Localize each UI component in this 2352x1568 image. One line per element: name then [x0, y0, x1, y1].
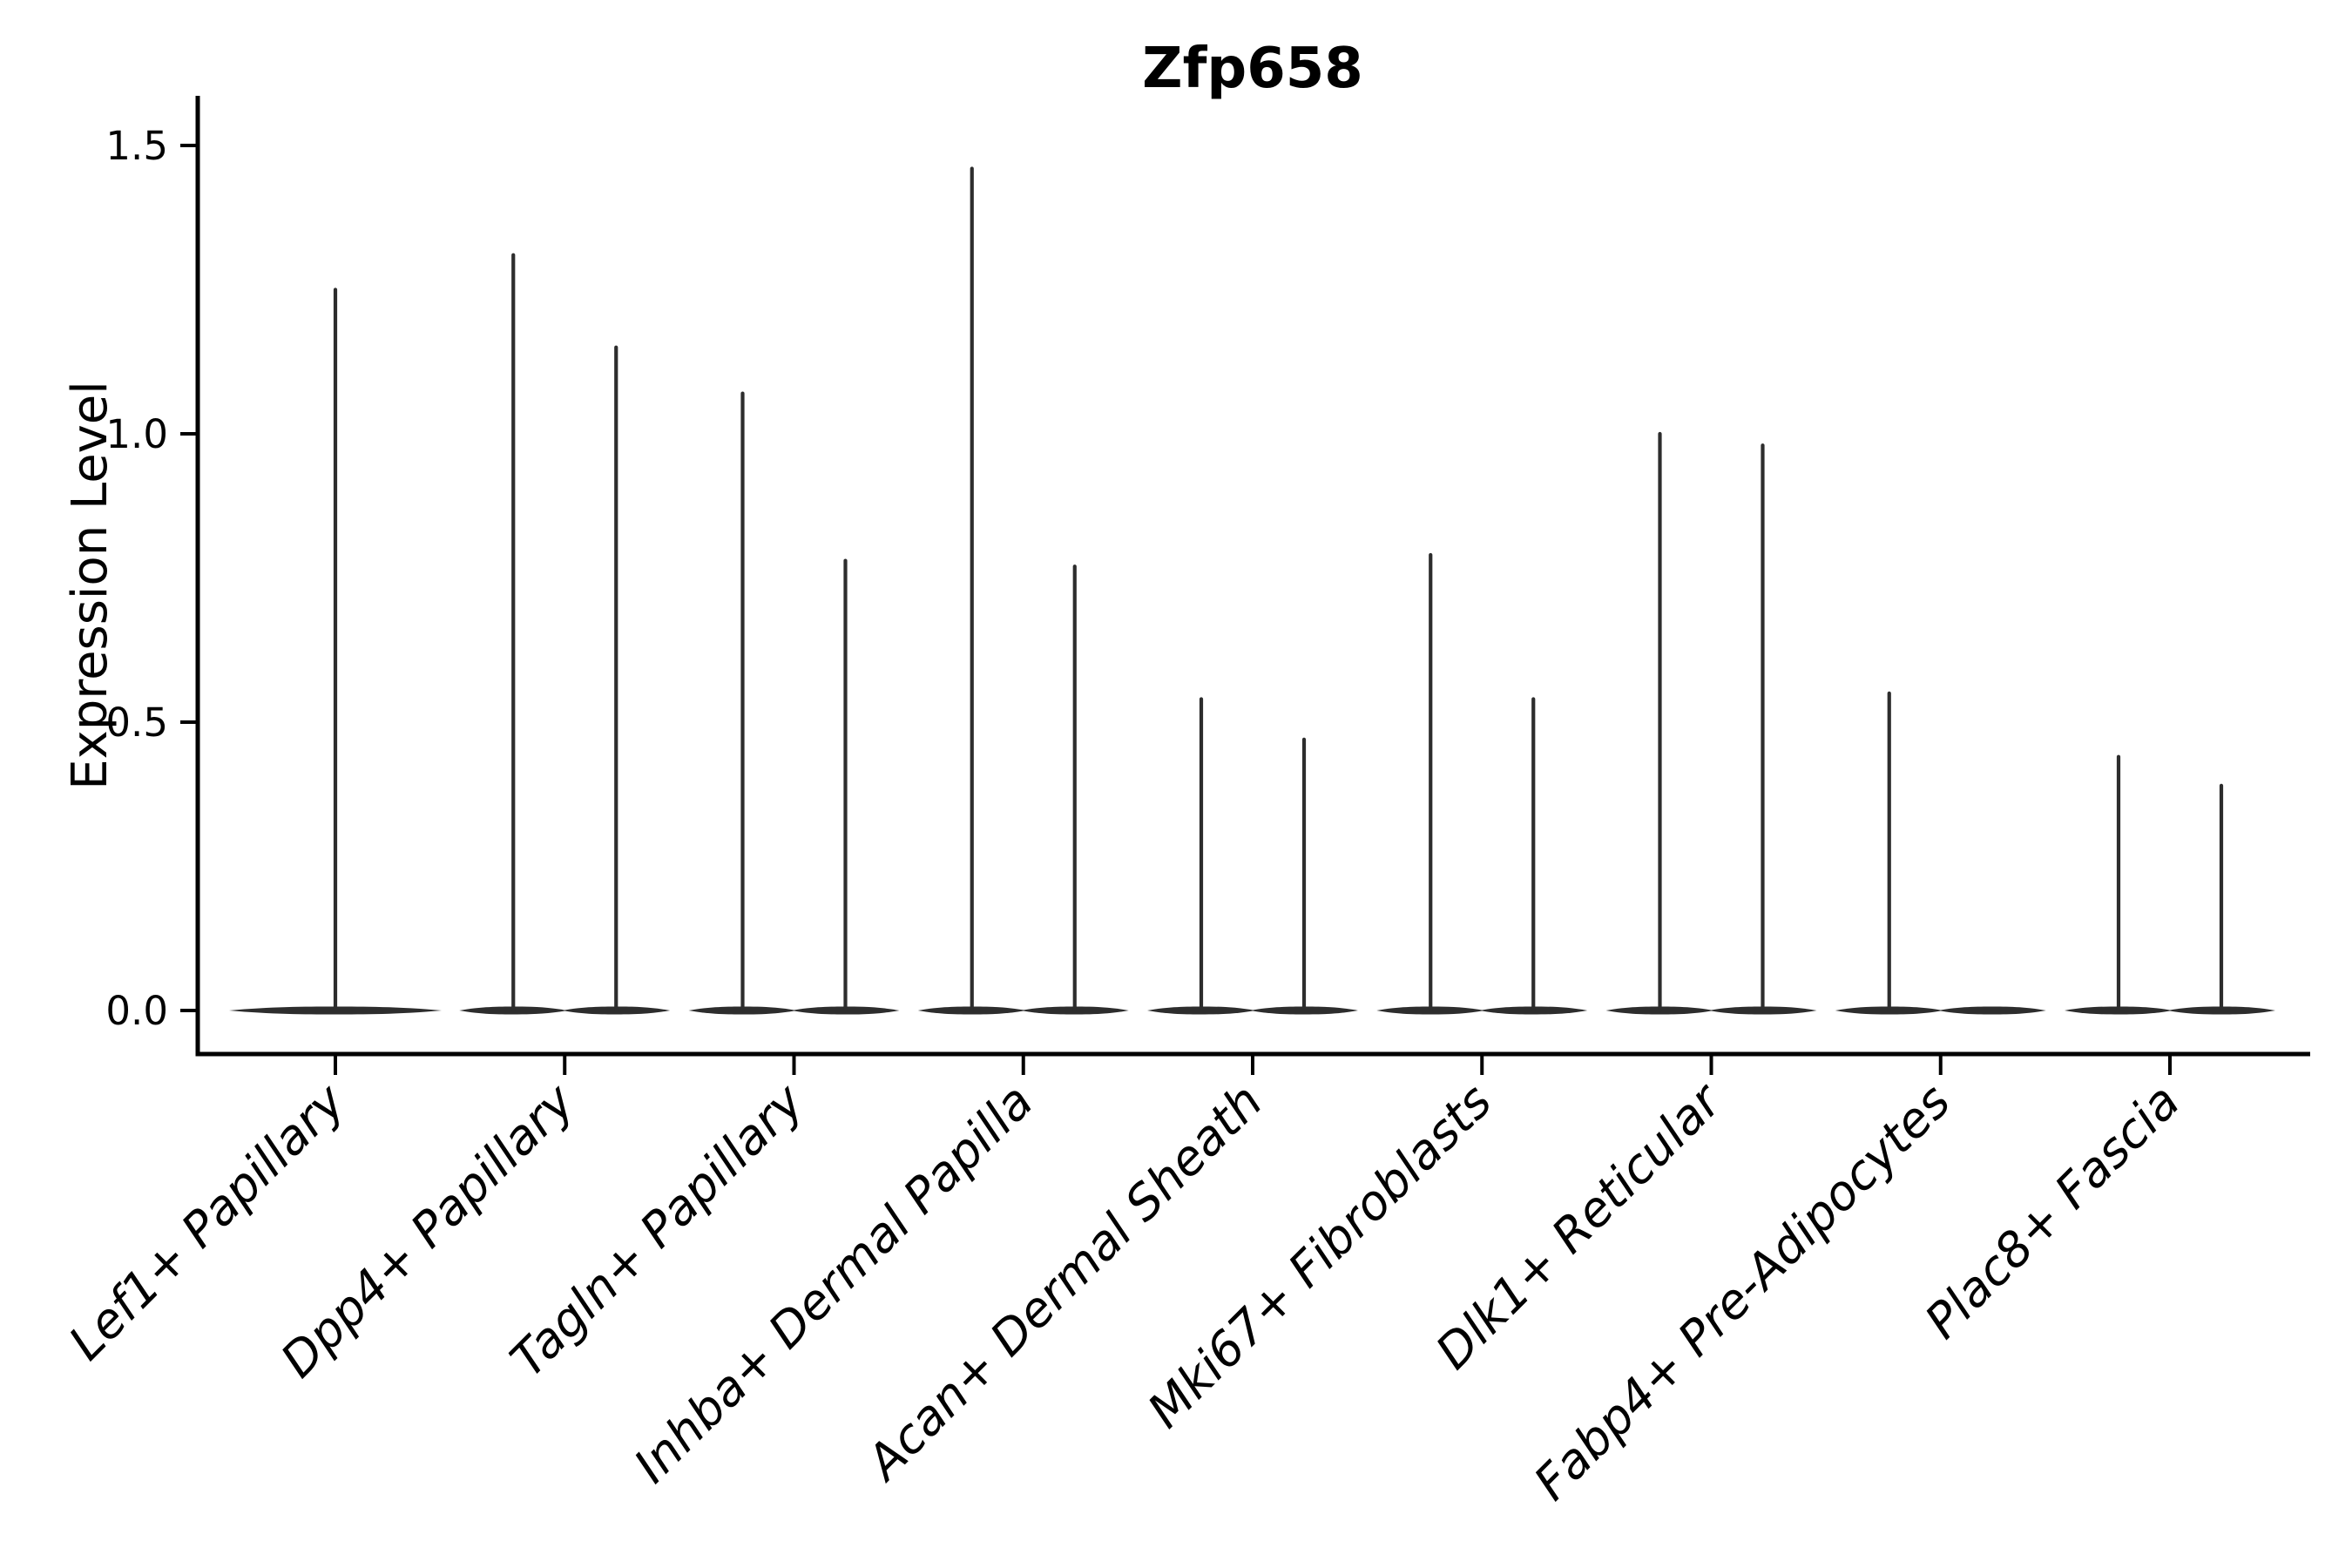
y-tick-label: 0.5 — [105, 700, 168, 746]
y-tick-label: 1.5 — [105, 123, 168, 169]
x-tick-label: Acan+ Dermal Sheath — [855, 1073, 1274, 1492]
chart-title: Zfp658 — [1142, 37, 1363, 101]
x-tick-label: Fabp4+ Pre-Adipocytes — [1524, 1073, 1961, 1511]
y-axis-label: Expression Level — [62, 381, 118, 790]
y-tick-label: 1.0 — [105, 411, 168, 457]
y-tick-label: 0.0 — [105, 988, 168, 1034]
violins — [229, 166, 2275, 1015]
x-tick-label: Inhba+ Dermal Papilla — [623, 1073, 1043, 1493]
violin-base — [1937, 1006, 2046, 1015]
y-axis: 0.0 0.5 1.0 1.5 — [105, 123, 198, 1034]
